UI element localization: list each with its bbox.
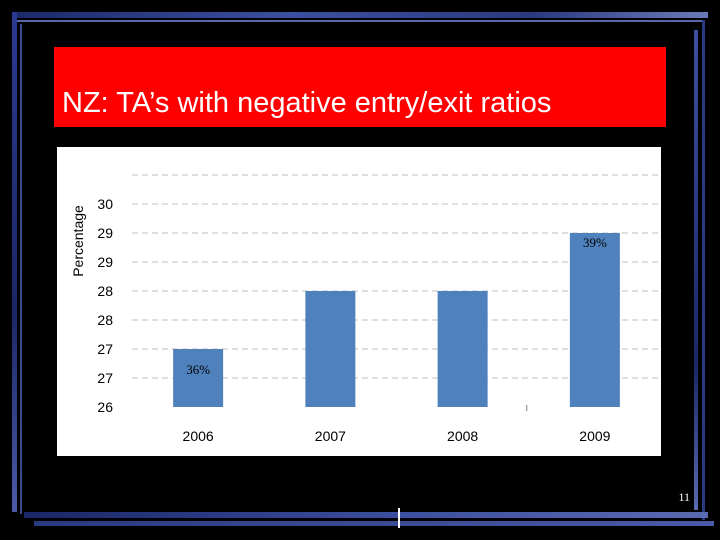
page-number: 11	[678, 490, 690, 504]
chart-panel: 26 27 27 28 28 29 29 30 2006 36% 2007 2008 2009 39%	[57, 147, 661, 456]
top-border-line	[14, 20, 704, 22]
data-label: 36%	[186, 362, 210, 377]
bar	[173, 349, 224, 407]
x-tick-label: 2006	[183, 428, 214, 444]
bar-chart: 26 27 27 28 28 29 29 30 2006 36% 2007 2008 2009 39%	[97, 174, 661, 444]
bar	[437, 291, 488, 407]
y-tick-label: 27	[97, 341, 113, 357]
y-axis-label: Percentage	[70, 205, 86, 277]
y-tick-label: 30	[97, 196, 113, 212]
top-border-stripe	[14, 12, 708, 18]
bottom-border-stripe	[24, 512, 708, 518]
data-label: 39%	[583, 235, 607, 250]
y-axis-label-container: Percentage	[58, 146, 98, 336]
bar	[305, 291, 356, 407]
slide-title: NZ: TA’s with negative entry/exit ratios	[62, 87, 552, 119]
y-tick-label: 29	[97, 254, 113, 270]
right-border-stripe	[694, 30, 698, 510]
y-tick-label: 28	[97, 283, 113, 299]
left-border-stripe	[12, 12, 17, 512]
y-tick-label: 29	[97, 225, 113, 241]
right-border-line	[702, 20, 705, 520]
left-border-line	[20, 24, 22, 514]
y-tick-label: 27	[97, 370, 113, 386]
x-tick-label: 2009	[579, 428, 610, 444]
title-banner: NZ: TA’s with negative entry/exit ratios	[54, 47, 666, 127]
y-tick-label: 26	[97, 399, 113, 415]
bottom-border-line	[34, 521, 714, 526]
bottom-divider-tick	[398, 508, 400, 528]
y-tick-label: 28	[97, 312, 113, 328]
x-tick-label: 2007	[315, 428, 346, 444]
bar	[569, 233, 620, 407]
x-tick-label: 2008	[447, 428, 478, 444]
